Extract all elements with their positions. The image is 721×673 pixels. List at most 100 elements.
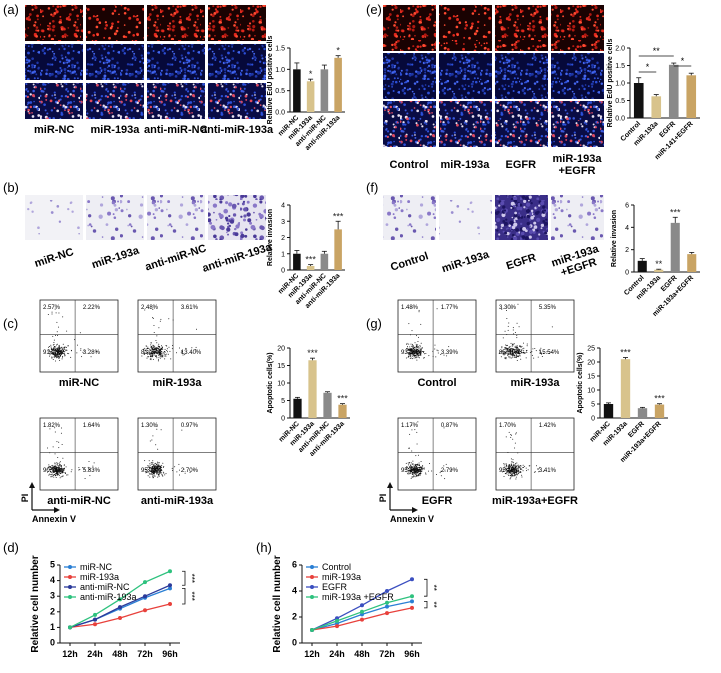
flow-event — [184, 472, 186, 474]
flow-event — [55, 468, 57, 470]
flow-event — [51, 313, 53, 315]
flow-event — [163, 465, 165, 467]
flow-event — [510, 434, 512, 436]
flow-event — [525, 350, 527, 352]
quadrant-percent: 5.35% — [539, 305, 557, 311]
flow-event — [147, 471, 149, 473]
flow-event — [51, 473, 53, 475]
flow-event — [159, 355, 161, 357]
bar — [308, 360, 317, 418]
flow-event — [54, 473, 56, 475]
flow-event — [54, 465, 56, 467]
flow-event — [406, 347, 408, 349]
flow-event — [518, 470, 520, 472]
flow-event — [62, 343, 64, 345]
quadrant-percent: 1.17% — [401, 423, 419, 429]
legend-label: anti-miR-NC — [80, 582, 130, 592]
flow-event — [513, 475, 515, 477]
flow-event — [517, 473, 519, 475]
significance: ** — [653, 46, 661, 56]
flow-event — [169, 350, 171, 352]
flow-event — [411, 348, 413, 350]
y-tick-label: 0.0 — [275, 110, 285, 117]
y-tick-label: 5 — [281, 398, 285, 405]
flow-event — [513, 333, 515, 335]
flow-event — [56, 347, 58, 349]
flow-event — [158, 473, 160, 475]
flow-event — [53, 343, 55, 345]
flow-event — [148, 467, 150, 469]
panel-label: (e) — [366, 2, 382, 17]
flow-event — [511, 354, 513, 356]
flow-event — [510, 354, 512, 356]
flow-event — [159, 471, 161, 473]
flow-event — [158, 327, 160, 329]
flow-event — [509, 352, 511, 354]
flow-event — [152, 350, 154, 352]
flow-event — [537, 468, 539, 470]
flow-event — [416, 356, 418, 358]
flow-event — [147, 346, 149, 348]
flow-event — [153, 346, 155, 348]
flow-event — [161, 345, 163, 347]
flow-event — [526, 345, 528, 347]
y-axis-label: Relative invasion — [267, 209, 274, 266]
flow-event — [55, 466, 57, 468]
flow-event — [418, 475, 420, 477]
significance: * — [681, 56, 685, 66]
flow-event — [440, 354, 442, 356]
arrow-head — [387, 482, 393, 488]
flow-event — [504, 468, 506, 470]
flow-event — [514, 346, 516, 348]
flow-event — [414, 352, 416, 354]
legend-label: miR-193a — [322, 572, 361, 582]
flow-event — [56, 474, 58, 476]
flow-event — [96, 351, 98, 353]
flow-event — [510, 474, 512, 476]
flow-event — [510, 463, 512, 465]
micrograph — [147, 5, 205, 41]
y-axis-label: Relative EdU positive cells — [607, 39, 614, 128]
flow-event — [152, 475, 154, 477]
flow-event — [154, 345, 156, 347]
flow-event — [155, 469, 157, 471]
flow-event — [60, 464, 62, 466]
flow-event — [516, 346, 518, 348]
flow-event — [406, 342, 408, 344]
flow-event — [176, 471, 178, 473]
bar — [293, 253, 301, 270]
flow-event — [53, 470, 55, 472]
flow-event — [507, 325, 509, 327]
flow-event — [436, 349, 438, 351]
flow-event — [168, 318, 170, 320]
flow-event — [152, 477, 154, 479]
flow-event — [47, 346, 49, 348]
flow-event — [154, 347, 156, 349]
flow-event — [63, 348, 65, 350]
flow-event — [537, 356, 539, 358]
flow-event — [500, 356, 502, 358]
flow-event — [413, 351, 415, 353]
flow-event — [56, 469, 58, 471]
panel-label: (a) — [3, 2, 19, 17]
flow-event — [182, 354, 184, 356]
micrograph — [86, 44, 144, 80]
flow-event — [533, 471, 535, 473]
flow-event — [166, 350, 168, 352]
flow-event — [443, 465, 445, 467]
flow-event — [162, 462, 164, 464]
y-tick-label: 0 — [625, 270, 629, 277]
flow-event — [513, 344, 515, 346]
flow-event — [414, 356, 416, 358]
flow-event — [512, 354, 514, 356]
flow-event — [59, 468, 61, 470]
micrograph — [495, 53, 548, 99]
flow-event — [92, 465, 94, 467]
flow-event — [55, 467, 57, 469]
flow-event — [49, 467, 51, 469]
flow-event — [49, 351, 51, 353]
flow-event — [414, 471, 416, 473]
flow-event — [416, 355, 418, 357]
flow-event — [152, 463, 154, 465]
flow-event — [52, 465, 54, 467]
